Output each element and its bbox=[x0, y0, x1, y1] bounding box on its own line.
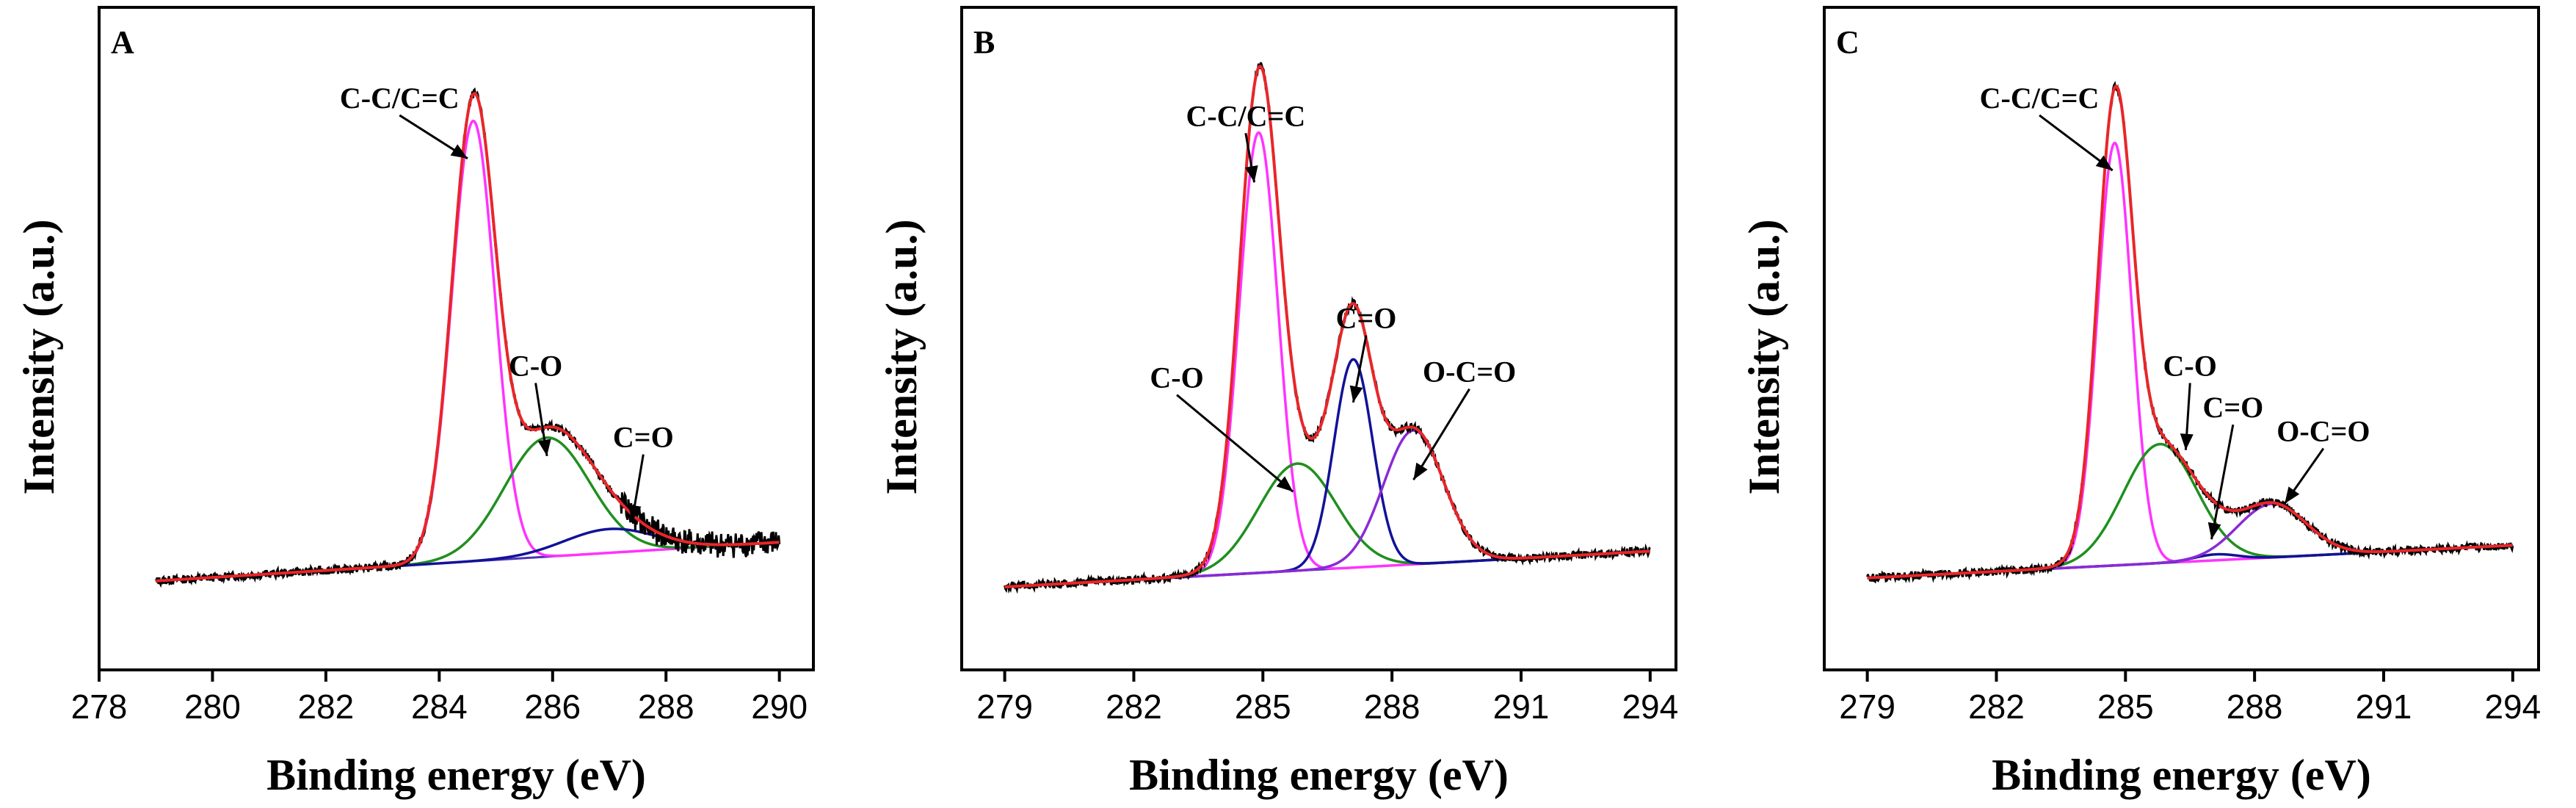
annotation-arrow bbox=[1176, 394, 1294, 493]
panel-label: A bbox=[111, 24, 134, 60]
x-tick-label: 284 bbox=[411, 688, 468, 726]
panel-label: C bbox=[1836, 24, 1860, 60]
annotation-arrow bbox=[1412, 388, 1470, 480]
x-tick-label: 288 bbox=[1364, 688, 1421, 726]
x-tick-label: 279 bbox=[976, 688, 1033, 726]
peak-annotation: C-C/C=C bbox=[340, 82, 460, 115]
arrow-head bbox=[628, 504, 642, 522]
x-tick-label: 288 bbox=[2227, 688, 2283, 726]
arrow-head bbox=[2180, 433, 2194, 450]
x-axis-title: Binding energy (eV) bbox=[266, 751, 646, 799]
series-raw bbox=[1004, 62, 1651, 594]
x-tick-label: 291 bbox=[1493, 688, 1550, 726]
x-tick-label: 280 bbox=[184, 688, 241, 726]
series-envelope bbox=[156, 92, 780, 582]
peak-annotation: C-C/C=C bbox=[1186, 99, 1305, 132]
arrow-head bbox=[1349, 385, 1363, 403]
y-axis-title: Intensity (a.u.) bbox=[1740, 219, 1788, 494]
x-axis-title: Binding energy (eV) bbox=[1129, 751, 1509, 799]
arrow-head bbox=[450, 144, 468, 159]
x-tick-label: 288 bbox=[638, 688, 694, 726]
y-axis-title: Intensity (a.u.) bbox=[877, 219, 926, 494]
x-tick-label: 278 bbox=[71, 688, 128, 726]
x-tick-label: 282 bbox=[1106, 688, 1162, 726]
x-tick-label: 282 bbox=[1968, 688, 2025, 726]
arrow-head bbox=[1413, 462, 1428, 480]
plot-frame bbox=[98, 6, 815, 671]
series-raw bbox=[154, 87, 781, 588]
peak-annotation: C-C/C=C bbox=[1980, 82, 2100, 115]
series-cc bbox=[156, 119, 780, 582]
arrow-head bbox=[2207, 522, 2221, 540]
series-raw bbox=[1866, 80, 2514, 584]
x-tick-label: 282 bbox=[298, 688, 355, 726]
series-envelope bbox=[1867, 84, 2513, 580]
series-c-o bbox=[156, 436, 780, 582]
plot-frame bbox=[1823, 6, 2540, 671]
panel-c: 279 282 285 288 291 294 Binding energy (eV) Int… bbox=[1740, 6, 2541, 799]
y-axis-title: Intensity (a.u.) bbox=[15, 219, 63, 494]
x-tick-label: 279 bbox=[1839, 688, 1895, 726]
peak-annotation: C-O bbox=[1150, 361, 1203, 394]
peak-annotation: C-O bbox=[509, 349, 562, 382]
x-tick-label: 294 bbox=[2484, 688, 2541, 726]
series-envelope bbox=[1004, 65, 1650, 588]
peak-annotation: C=O bbox=[613, 421, 674, 454]
series-cc bbox=[1004, 131, 1650, 588]
annotation-arrow bbox=[2210, 424, 2235, 540]
x-tick-label: 294 bbox=[1622, 688, 1678, 726]
series-o-c-eq-o bbox=[1867, 502, 2513, 580]
arrow-head bbox=[537, 439, 551, 456]
peak-annotation: O-C=O bbox=[1423, 356, 1516, 389]
peak-annotation: C=O bbox=[1336, 302, 1397, 335]
arrow-head bbox=[1276, 476, 1294, 492]
arrow-head bbox=[2095, 155, 2113, 170]
arrow-head bbox=[1244, 165, 1258, 183]
panel-label: B bbox=[973, 24, 995, 60]
x-axis-title: Binding energy (eV) bbox=[1992, 751, 2371, 799]
x-tick-label: 291 bbox=[2356, 688, 2412, 726]
panel-a: 278 280 282 284 286 288 290 Binding energy (eV)… bbox=[15, 6, 815, 799]
x-tick-label: 285 bbox=[1235, 688, 1291, 726]
series-o-c-eq-o bbox=[1004, 429, 1650, 588]
x-tick-label: 290 bbox=[751, 688, 808, 726]
peak-annotation: O-C=O bbox=[2276, 415, 2370, 448]
peak-annotation: C=O bbox=[2202, 391, 2263, 424]
panel-b: 279 282 285 288 291 294 Binding energy (eV) Int… bbox=[877, 6, 1678, 799]
plot-frame bbox=[960, 6, 1677, 671]
x-tick-label: 285 bbox=[2097, 688, 2154, 726]
peak-annotation: C-O bbox=[2163, 349, 2217, 382]
x-tick-label: 286 bbox=[524, 688, 581, 726]
arrow-head bbox=[2285, 486, 2300, 504]
